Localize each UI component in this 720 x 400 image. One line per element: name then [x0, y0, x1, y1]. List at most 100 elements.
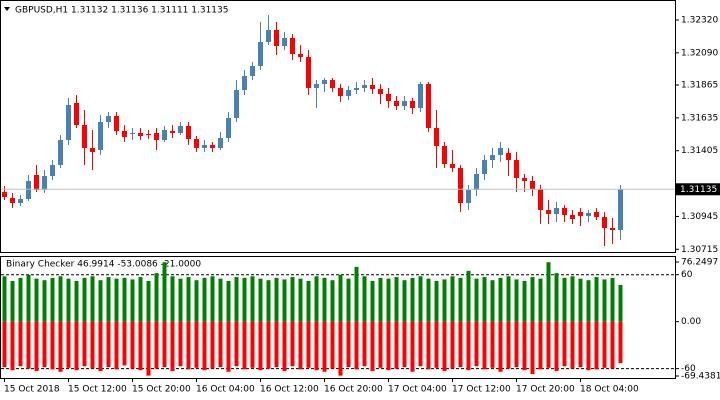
histogram-bar	[298, 278, 303, 322]
histogram-bar	[562, 321, 567, 367]
x-tick-label: 16 Oct 20:00	[324, 385, 383, 395]
candle-body	[154, 133, 159, 140]
candle-body	[362, 85, 367, 88]
histogram-bar	[426, 321, 431, 370]
candle-body	[34, 175, 39, 190]
candle-body	[226, 118, 231, 138]
histogram-bar	[226, 321, 231, 372]
histogram-bar	[330, 321, 335, 369]
histogram-bar	[466, 270, 471, 322]
candle-body	[330, 80, 335, 88]
candle-body	[106, 116, 111, 122]
histogram-bar	[450, 276, 455, 322]
candle-body	[394, 101, 399, 106]
histogram-bar	[178, 278, 183, 322]
y-tick-label: 76.2497	[681, 258, 718, 268]
histogram-bar	[314, 276, 319, 322]
histogram-bar	[530, 321, 535, 375]
candle-body	[234, 90, 239, 118]
histogram-bar	[266, 321, 271, 369]
histogram-bar	[306, 321, 311, 368]
histogram-bar	[162, 262, 167, 322]
histogram-bar	[370, 321, 375, 371]
candle-body	[426, 84, 431, 128]
candle-body	[346, 90, 351, 96]
histogram-bar	[314, 321, 319, 371]
histogram-bar	[426, 278, 431, 322]
candle-body	[474, 174, 479, 190]
candle-body	[402, 101, 407, 106]
histogram-bar	[394, 277, 399, 322]
candle-body	[178, 126, 183, 133]
histogram-bar	[466, 321, 471, 371]
histogram-bar	[130, 321, 135, 369]
candle-body	[242, 76, 247, 90]
histogram-bar	[98, 280, 103, 322]
histogram-bar	[586, 280, 591, 322]
histogram-bar	[170, 276, 175, 322]
histogram-bar	[306, 280, 311, 322]
candle-body	[194, 139, 199, 148]
candle-body	[546, 210, 551, 214]
histogram-bar	[186, 277, 191, 322]
histogram-bar	[154, 321, 159, 369]
candle-body	[506, 153, 511, 160]
x-tick-label: 15 Oct 2018	[4, 385, 60, 395]
histogram-bar	[402, 280, 407, 322]
histogram-bar	[210, 321, 215, 369]
histogram-bar	[394, 321, 399, 369]
x-tick-label: 17 Oct 04:00	[388, 385, 447, 395]
histogram-bar	[82, 321, 87, 367]
histogram-bar	[458, 321, 463, 368]
candle-body	[90, 148, 95, 152]
histogram-bar	[482, 321, 487, 370]
histogram-bar	[42, 321, 47, 368]
histogram-bar	[154, 273, 159, 322]
candle-body	[98, 122, 103, 150]
indicator-title: Binary Checker 46.9914 -53.0086 -21.0000	[6, 260, 201, 270]
y-tick-label: 60	[681, 270, 693, 280]
candle-body	[386, 94, 391, 101]
histogram-bar	[130, 279, 135, 322]
histogram-bar	[378, 277, 383, 322]
histogram-bar	[106, 277, 111, 322]
candle-body	[186, 126, 191, 139]
histogram-bar	[442, 321, 447, 371]
histogram-bar	[370, 280, 375, 322]
candle-body	[586, 213, 591, 216]
histogram-bar	[282, 279, 287, 322]
histogram-bar	[418, 276, 423, 322]
histogram-bar	[106, 321, 111, 368]
histogram-bar	[114, 321, 119, 370]
histogram-bar	[274, 277, 279, 322]
histogram-bar	[10, 321, 15, 371]
candle-body	[250, 66, 255, 76]
x-tick-label: 16 Oct 04:00	[196, 385, 255, 395]
histogram-bar	[138, 277, 143, 322]
histogram-bar	[298, 321, 303, 370]
histogram-bar	[218, 278, 223, 322]
x-tick-label: 18 Oct 04:00	[580, 385, 639, 395]
menu-triangle	[4, 7, 10, 11]
y-tick-label: 1.31405	[681, 146, 718, 156]
histogram-bar	[290, 277, 295, 322]
histogram-bar	[530, 277, 535, 322]
histogram-bar	[362, 276, 367, 322]
histogram-bar	[578, 278, 583, 322]
y-tick-label: 1.32090	[681, 48, 718, 58]
histogram-bar	[514, 321, 519, 368]
candle-body	[274, 30, 279, 46]
candle-body	[50, 165, 55, 176]
histogram-bar	[546, 321, 551, 368]
histogram-bar	[442, 279, 447, 322]
histogram-bar	[194, 321, 199, 368]
candle-body	[578, 212, 583, 216]
histogram-bar	[602, 279, 607, 322]
histogram-bar	[594, 321, 599, 370]
histogram-bar	[434, 321, 439, 368]
histogram-bar	[90, 321, 95, 369]
candle-body	[266, 30, 271, 42]
histogram-bar	[66, 278, 71, 322]
histogram-bar	[210, 276, 215, 322]
